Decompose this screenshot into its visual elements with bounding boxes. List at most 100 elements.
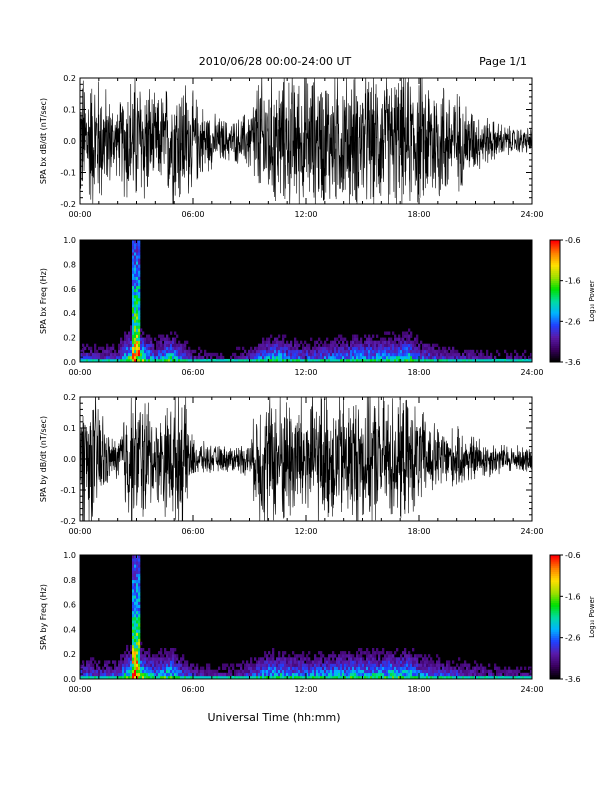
heatmap-cell: [362, 651, 365, 655]
heatmap-cell: [158, 660, 161, 664]
heatmap-cell: [520, 672, 523, 677]
colorbar-step: [550, 258, 560, 261]
heatmap-cell: [370, 352, 373, 357]
heatmap-cell: [160, 346, 163, 351]
heatmap-cell: [414, 663, 417, 667]
heatmap-cell: [276, 660, 279, 664]
heatmap-cell: [136, 629, 139, 633]
heatmap-cell: [238, 669, 241, 674]
heatmap-cell: [356, 358, 359, 363]
heatmap-cell: [318, 352, 321, 357]
heatmap-cell: [106, 663, 109, 667]
heatmap-cell: [386, 657, 389, 661]
heatmap-cell: [372, 651, 375, 655]
heatmap-cell: [88, 663, 91, 667]
heatmap-cell: [360, 675, 363, 680]
heatmap-cell: [382, 675, 385, 680]
heatmap-cell: [154, 672, 157, 677]
heatmap-cell: [186, 355, 189, 360]
heatmap-cell: [338, 349, 341, 354]
heatmap-cell: [374, 349, 377, 354]
heatmap-cell: [318, 337, 321, 341]
heatmap-cell: [228, 675, 231, 680]
heatmap-cell: [134, 267, 137, 271]
heatmap-cell: [118, 352, 121, 357]
heatmap-cell: [88, 660, 91, 664]
heatmap-cell: [140, 334, 143, 338]
heatmap-cell: [174, 352, 177, 357]
heatmap-cell: [360, 346, 363, 351]
y-tick-label: 0.0: [63, 358, 76, 367]
heatmap-cell: [208, 675, 211, 680]
heatmap-cell: [328, 343, 331, 348]
heatmap-cell: [136, 620, 139, 624]
heatmap-cell: [290, 343, 293, 348]
heatmap-cell: [144, 337, 147, 341]
heatmap-cell: [142, 669, 145, 674]
colorbar-step: [550, 292, 560, 296]
heatmap-cell: [434, 663, 437, 667]
heatmap-cell: [460, 672, 463, 677]
heatmap-cell: [174, 337, 177, 341]
heatmap-cell: [308, 660, 311, 664]
heatmap-cell: [408, 663, 411, 667]
heatmap-cell: [206, 358, 209, 363]
heatmap-cell: [342, 355, 345, 360]
heatmap-cell: [134, 322, 137, 326]
heatmap-cell: [304, 675, 307, 680]
heatmap-cell: [122, 349, 125, 354]
heatmap-cell: [264, 346, 267, 351]
heatmap-cell: [304, 358, 307, 363]
heatmap-cell: [342, 675, 345, 680]
heatmap-cell: [392, 340, 395, 344]
heatmap-cell: [462, 358, 465, 363]
heatmap-cell: [272, 648, 275, 652]
heatmap-cell: [280, 343, 283, 348]
heatmap-cell: [134, 240, 137, 244]
colorbar-step: [550, 329, 560, 332]
heatmap-cell: [324, 663, 327, 667]
heatmap-cell: [202, 355, 205, 360]
heatmap-cell: [130, 355, 133, 360]
heatmap-cell: [332, 358, 335, 363]
heatmap-cell: [132, 579, 135, 584]
heatmap-cell: [122, 343, 125, 348]
heatmap-cell: [168, 672, 171, 677]
heatmap-cell: [252, 349, 255, 354]
heatmap-cell: [250, 358, 253, 363]
heatmap-cell: [134, 285, 137, 290]
heatmap-cell: [300, 349, 303, 354]
heatmap-cell: [388, 654, 391, 658]
heatmap-cell: [266, 660, 269, 664]
heatmap-cell: [208, 666, 211, 670]
heatmap-cell: [422, 346, 425, 351]
heatmap-cell: [392, 349, 395, 354]
heatmap-cell: [362, 349, 365, 354]
heatmap-cell: [464, 349, 467, 354]
x-tick-label: 18:00: [407, 368, 430, 377]
heatmap-cell: [170, 648, 173, 652]
heatmap-cell: [358, 352, 361, 357]
heatmap-cell: [370, 340, 373, 344]
heatmap-cell: [396, 660, 399, 664]
heatmap-cell: [158, 669, 161, 674]
heatmap-cell: [156, 358, 159, 363]
heatmap-cell: [148, 663, 151, 667]
heatmap-cell: [356, 672, 359, 677]
heatmap-cell: [348, 657, 351, 661]
heatmap-cell: [80, 666, 83, 670]
heatmap-cell: [322, 666, 325, 670]
heatmap-cell: [394, 349, 397, 354]
colorbar-step: [550, 629, 560, 632]
heatmap-cell: [238, 675, 241, 680]
heatmap-cell: [414, 343, 417, 348]
heatmap-cell: [346, 675, 349, 680]
heatmap-cell: [298, 663, 301, 667]
heatmap-cell: [256, 355, 259, 360]
heatmap-cell: [380, 343, 383, 348]
heatmap-cell: [130, 358, 133, 363]
heatmap-cell: [134, 252, 137, 256]
heatmap-cell: [244, 349, 247, 354]
heatmap-cell: [308, 651, 311, 655]
heatmap-cell: [166, 669, 169, 674]
